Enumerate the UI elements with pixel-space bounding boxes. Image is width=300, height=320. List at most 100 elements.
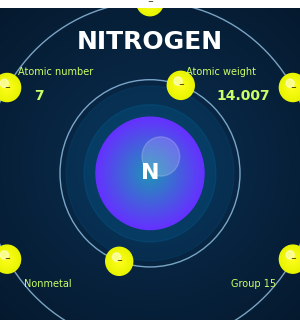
Circle shape (0, 251, 8, 259)
Circle shape (147, 171, 153, 176)
Text: NITROGEN: NITROGEN (77, 30, 223, 54)
Circle shape (176, 80, 186, 91)
Circle shape (104, 125, 196, 221)
Circle shape (66, 86, 234, 261)
Circle shape (281, 247, 300, 271)
Circle shape (96, 117, 204, 229)
Circle shape (109, 251, 129, 272)
Circle shape (286, 252, 300, 267)
Circle shape (0, 80, 14, 95)
Circle shape (0, 78, 16, 97)
Circle shape (0, 252, 14, 267)
Circle shape (282, 248, 300, 270)
Circle shape (107, 249, 131, 274)
Circle shape (174, 78, 188, 93)
Circle shape (102, 124, 198, 223)
Circle shape (283, 249, 300, 269)
Circle shape (142, 137, 180, 176)
Circle shape (116, 258, 123, 265)
Circle shape (115, 137, 185, 210)
Circle shape (179, 84, 183, 87)
Circle shape (169, 73, 193, 98)
Circle shape (116, 259, 122, 264)
Circle shape (118, 260, 120, 262)
Circle shape (4, 84, 11, 91)
Circle shape (286, 251, 294, 259)
Circle shape (141, 0, 159, 11)
Circle shape (110, 131, 190, 215)
Circle shape (2, 82, 13, 93)
Circle shape (117, 260, 121, 263)
Circle shape (4, 256, 10, 262)
Circle shape (106, 247, 133, 275)
Text: −: − (290, 84, 296, 91)
Circle shape (180, 84, 182, 86)
Circle shape (285, 79, 300, 96)
Circle shape (128, 151, 172, 196)
Circle shape (101, 123, 199, 224)
Circle shape (126, 148, 174, 199)
Circle shape (112, 253, 121, 261)
Circle shape (5, 86, 9, 89)
Circle shape (0, 251, 15, 268)
Circle shape (286, 81, 299, 94)
Circle shape (291, 86, 295, 89)
Circle shape (171, 75, 191, 96)
Circle shape (292, 87, 294, 88)
Circle shape (286, 80, 300, 95)
Circle shape (285, 251, 300, 268)
Text: −: − (4, 84, 10, 91)
Circle shape (283, 77, 300, 98)
Circle shape (120, 142, 180, 204)
Circle shape (290, 256, 295, 262)
Circle shape (136, 0, 164, 16)
Circle shape (0, 76, 18, 99)
Text: Nonmetal: Nonmetal (24, 279, 72, 289)
Circle shape (139, 162, 161, 185)
Circle shape (114, 256, 124, 267)
Text: −: − (290, 256, 296, 262)
Circle shape (99, 120, 201, 227)
Circle shape (111, 253, 127, 270)
Circle shape (143, 0, 152, 2)
Circle shape (4, 255, 11, 263)
Circle shape (178, 83, 184, 88)
Circle shape (279, 74, 300, 101)
Text: N: N (141, 163, 159, 183)
Circle shape (292, 258, 294, 260)
Circle shape (170, 74, 192, 97)
Text: Atomic weight: Atomic weight (186, 67, 256, 77)
Circle shape (3, 83, 12, 92)
Circle shape (1, 81, 13, 94)
Circle shape (0, 77, 17, 98)
Circle shape (137, 0, 163, 15)
Circle shape (1, 252, 13, 266)
Circle shape (123, 145, 177, 201)
Circle shape (139, 0, 161, 13)
Circle shape (140, 0, 160, 12)
Circle shape (0, 75, 19, 100)
Circle shape (147, 0, 153, 4)
Circle shape (0, 249, 17, 269)
Circle shape (286, 252, 299, 266)
Circle shape (112, 134, 188, 213)
Circle shape (280, 246, 300, 272)
Circle shape (142, 165, 158, 182)
Circle shape (0, 74, 20, 100)
Text: −: − (178, 82, 184, 88)
Circle shape (0, 79, 15, 96)
Circle shape (107, 128, 193, 218)
Circle shape (168, 72, 194, 99)
Circle shape (284, 78, 300, 97)
Circle shape (136, 159, 164, 188)
Circle shape (279, 245, 300, 273)
Circle shape (113, 255, 125, 268)
Circle shape (131, 154, 169, 193)
Circle shape (146, 0, 154, 6)
Circle shape (6, 258, 8, 260)
Circle shape (0, 79, 8, 87)
Circle shape (4, 85, 10, 90)
Circle shape (6, 87, 8, 88)
Circle shape (84, 105, 216, 242)
Circle shape (291, 257, 295, 261)
